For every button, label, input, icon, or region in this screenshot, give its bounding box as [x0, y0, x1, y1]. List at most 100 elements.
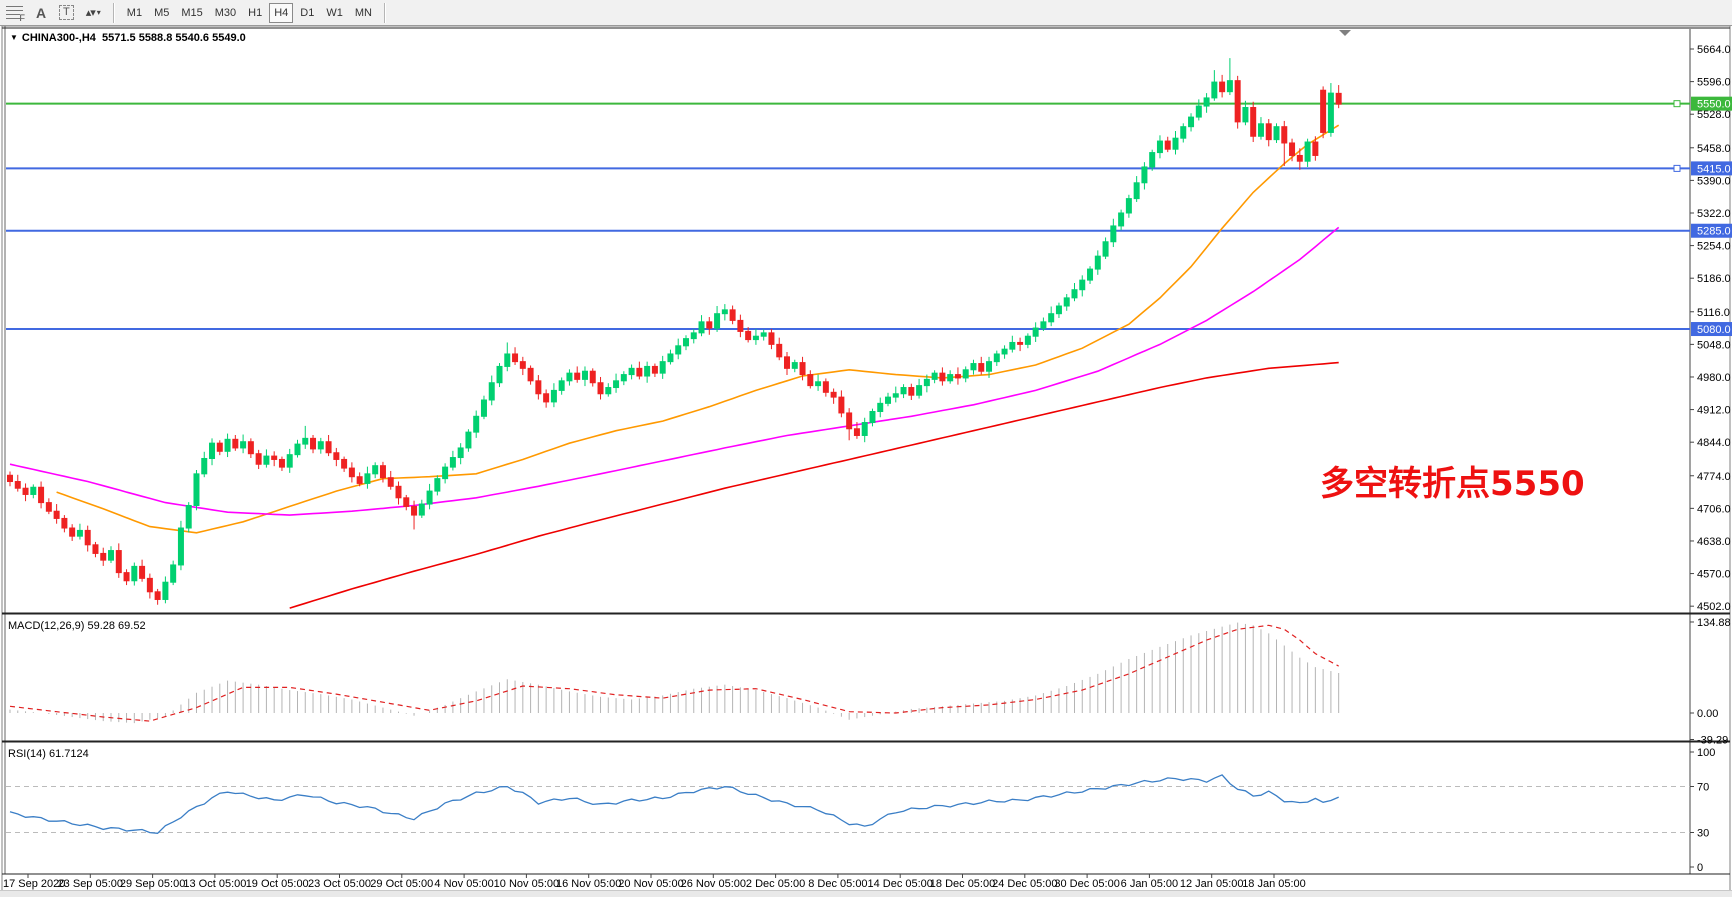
candle: [108, 550, 115, 561]
time-tick-label: 29 Oct 05:00: [370, 878, 433, 890]
arrows-tool-button[interactable]: ▴▾ ▾: [81, 3, 106, 23]
price-tick-label: 4844.0: [1697, 437, 1731, 449]
toolbar: F A T ▴▾ ▾ M1 M5 M15 M30 H1 H4 D1 W1 MN: [0, 0, 1732, 26]
time-tick-label: 14 Dec 05:00: [867, 878, 932, 890]
candle: [434, 478, 441, 492]
candle: [597, 382, 604, 395]
candle: [496, 365, 503, 384]
candle: [193, 473, 200, 506]
timeframe-button-h4[interactable]: H4: [269, 2, 294, 23]
candle: [325, 441, 332, 454]
candle: [939, 372, 946, 382]
candle: [620, 374, 627, 382]
candle: [1079, 279, 1086, 291]
candle: [1320, 89, 1327, 133]
time-tick-label: 18 Dec 05:00: [930, 878, 995, 890]
time-tick-label: 4 Nov 05:00: [434, 878, 493, 890]
candle: [543, 393, 550, 403]
timeframe-button-w1[interactable]: W1: [326, 6, 343, 19]
price-tick-label: 5254.0: [1697, 241, 1731, 253]
arrows-icon: ▴▾: [85, 7, 96, 19]
price-tick-label: 5322.0: [1697, 208, 1731, 220]
time-tick-label: 23 Oct 05:00: [308, 878, 371, 890]
candle: [1304, 141, 1311, 162]
candle: [581, 370, 588, 380]
candle: [822, 381, 829, 393]
ma-fast-orange-line: [56, 124, 1340, 534]
candle: [271, 455, 278, 460]
ma-slow-red-line: [289, 361, 1339, 609]
timeframe-button-mn[interactable]: MN: [354, 6, 372, 19]
candle: [100, 552, 107, 561]
candle: [1024, 335, 1031, 345]
chart-annotation-text[interactable]: 多空转折点5550: [1320, 464, 1585, 504]
candle: [986, 361, 993, 372]
symbol-dropdown-icon[interactable]: ▼: [10, 33, 18, 42]
timeframe-button-h1[interactable]: H1: [248, 6, 263, 19]
price-tick-label: 5664.0: [1697, 44, 1731, 56]
price-tick-label: 5596.0: [1697, 77, 1731, 89]
candle: [1242, 106, 1249, 123]
text-tool-button[interactable]: A: [30, 3, 52, 23]
candle: [131, 565, 138, 582]
rsi-tick-label: 30: [1697, 828, 1709, 840]
candle: [341, 458, 348, 469]
candle: [418, 503, 425, 516]
time-tick-label: 2 Dec 05:00: [746, 878, 805, 890]
price-tick-label: 5116.0: [1697, 307, 1730, 319]
fibonacci-tool-button[interactable]: F: [1, 3, 28, 23]
candle: [752, 335, 759, 341]
chart-area[interactable]: 5664.0 5596.0 5528.0 5458.0 5390.0 5322.0 5254…: [0, 25, 1732, 897]
candle: [908, 387, 915, 396]
candle: [14, 481, 21, 489]
candle: [838, 396, 845, 414]
time-tick-label: 19 Oct 05:00: [246, 878, 309, 890]
chart-shift-marker-icon[interactable]: [1339, 30, 1351, 36]
price-badge: [1691, 161, 1732, 176]
timeframe-button-m1[interactable]: M1: [126, 6, 143, 19]
candle: [1149, 152, 1156, 168]
rsi-tick-label: 70: [1697, 782, 1709, 794]
candle: [830, 391, 837, 398]
hline-handle[interactable]: [1673, 164, 1681, 172]
ma-mid-magenta-line: [9, 226, 1340, 516]
candle: [1048, 313, 1055, 323]
text-label-tool-button[interactable]: T: [54, 3, 79, 23]
symbol-title[interactable]: ▼ CHINA300-,H4 5571.5 5588.8 5540.6 5549.…: [10, 32, 246, 44]
candle: [317, 441, 324, 450]
candle: [379, 465, 386, 479]
candle: [7, 474, 13, 483]
candle: [698, 321, 705, 334]
candle: [659, 361, 666, 374]
timeframe-button-m5[interactable]: M5: [154, 6, 170, 19]
candle: [815, 381, 822, 387]
candle: [721, 309, 728, 315]
candle: [1327, 92, 1334, 133]
candle: [45, 502, 52, 512]
candle: [426, 490, 433, 505]
candle: [1009, 341, 1016, 350]
candle: [1063, 297, 1070, 307]
candle: [263, 455, 270, 465]
timeframe-button-m15[interactable]: M15: [181, 6, 203, 19]
candle: [519, 361, 526, 369]
candle: [1141, 166, 1148, 184]
candle: [61, 517, 68, 529]
candle: [947, 374, 954, 382]
price-tick-label: 5458.0: [1697, 143, 1731, 155]
price-tick-label: 4638.0: [1697, 536, 1731, 548]
candle: [216, 442, 223, 452]
price-badge-label: 5415.0: [1697, 163, 1731, 175]
time-tick-label: 20 Nov 05:00: [618, 878, 683, 890]
candle: [916, 385, 923, 396]
candle: [465, 431, 472, 449]
candle: [613, 380, 620, 389]
candle: [504, 353, 511, 367]
candle: [201, 457, 208, 475]
time-tick-label: 8 Dec 05:00: [808, 878, 867, 890]
candle: [1125, 198, 1132, 214]
timeframe-button-d1[interactable]: D1: [300, 6, 315, 19]
timeframe-button-m30[interactable]: M30: [214, 6, 237, 19]
candle: [1250, 106, 1257, 137]
hline-handle[interactable]: [1673, 100, 1681, 108]
